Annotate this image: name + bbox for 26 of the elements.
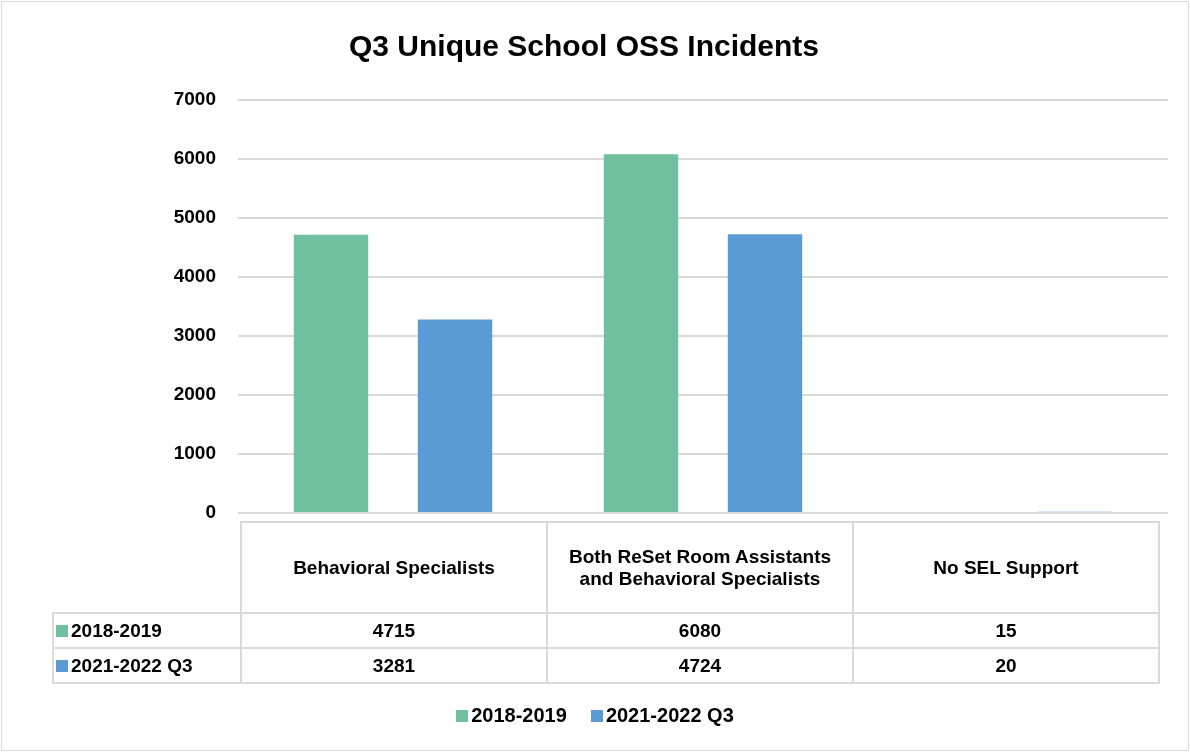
y-tick-label: 5000 (173, 206, 216, 228)
y-tick-label: 1000 (173, 442, 216, 464)
y-tick-label: 7000 (173, 88, 216, 110)
y-tick-label: 4000 (173, 265, 216, 287)
text: 2021-2022 Q3 (71, 654, 193, 676)
data-label: 20 (853, 648, 1159, 683)
data-label: 15 (853, 613, 1159, 648)
text: 2018-2019 (471, 704, 567, 726)
data-label: 3281 (241, 648, 547, 683)
legend-label: 2021-2022 Q3 (604, 704, 734, 726)
data-label: 4724 (547, 648, 853, 683)
x-tick-label: Behavioral Specialists (241, 522, 547, 613)
x-tick-label: Both ReSet Room Assistants and Behavioral Specialists (547, 522, 853, 613)
bar (603, 154, 679, 512)
legend-label: 2018-2019 (53, 613, 241, 648)
chart-title: Q3 Unique School OSS Incidents (348, 29, 820, 63)
bar (293, 234, 369, 512)
y-tick-label: 0 (205, 501, 216, 523)
x-tick-label: No SEL Support (853, 522, 1159, 613)
bar (417, 319, 493, 512)
y-tick-label: 2000 (173, 383, 216, 405)
bar (727, 234, 803, 512)
data-label: 6080 (547, 613, 853, 648)
data-label: 4715 (241, 613, 547, 648)
y-tick-label: 6000 (173, 147, 216, 169)
y-tick-label: 3000 (173, 324, 216, 346)
